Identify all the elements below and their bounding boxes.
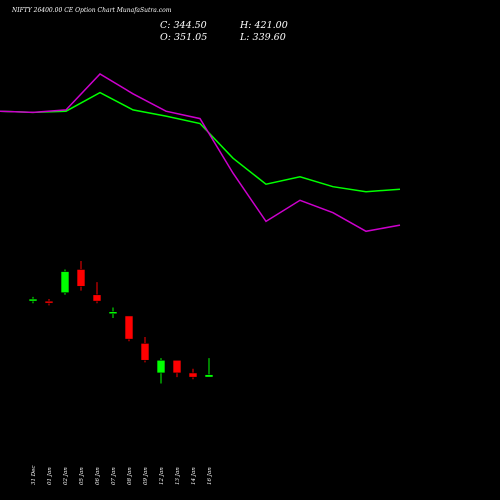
candle-body xyxy=(140,343,150,361)
indicator-lines xyxy=(0,73,401,233)
x-axis-labels: 31 Dec 01 Jan 02 Jan 05 Jan 06 Jan 07 Jan 08 J… xyxy=(31,466,213,486)
open-price: O: 351.05 xyxy=(160,32,207,43)
x-axis-label: 13 Jan xyxy=(175,467,181,485)
x-axis-label: 08 Jan xyxy=(127,467,133,485)
candle-body xyxy=(108,311,118,315)
high-price: H: 421.00 xyxy=(239,20,288,31)
candle-body xyxy=(44,300,54,304)
candle-body xyxy=(76,269,86,287)
candle-body xyxy=(92,294,102,302)
candle-body xyxy=(172,359,182,374)
x-axis-label: 02 Jan xyxy=(63,467,69,485)
x-axis-label: 31 Dec xyxy=(31,466,37,486)
x-axis-label: 12 Jan xyxy=(159,467,165,485)
candle-body xyxy=(188,372,198,378)
low-price: L: 339.60 xyxy=(239,32,286,43)
x-axis-label: 01 Jan xyxy=(47,467,53,485)
candle-body xyxy=(60,271,70,293)
close-price: C: 344.50 xyxy=(160,20,207,31)
x-axis-label: 07 Jan xyxy=(111,467,117,485)
chart-title: NIFTY 26400.00 CE Option Chart MunafaSut… xyxy=(11,7,172,14)
candle-body xyxy=(156,359,166,374)
x-axis-label: 06 Jan xyxy=(95,467,101,485)
candles xyxy=(28,261,214,384)
x-axis-label: 14 Jan xyxy=(191,467,197,485)
x-axis-label: 05 Jan xyxy=(79,467,85,485)
candle-body xyxy=(124,315,134,340)
candle-body xyxy=(204,374,214,378)
x-axis-label: 09 Jan xyxy=(143,467,149,485)
x-axis-label: 16 Jan xyxy=(207,467,213,485)
lower-indicator-line xyxy=(0,73,401,233)
upper-indicator-line xyxy=(0,91,401,193)
candle-body xyxy=(28,298,38,302)
